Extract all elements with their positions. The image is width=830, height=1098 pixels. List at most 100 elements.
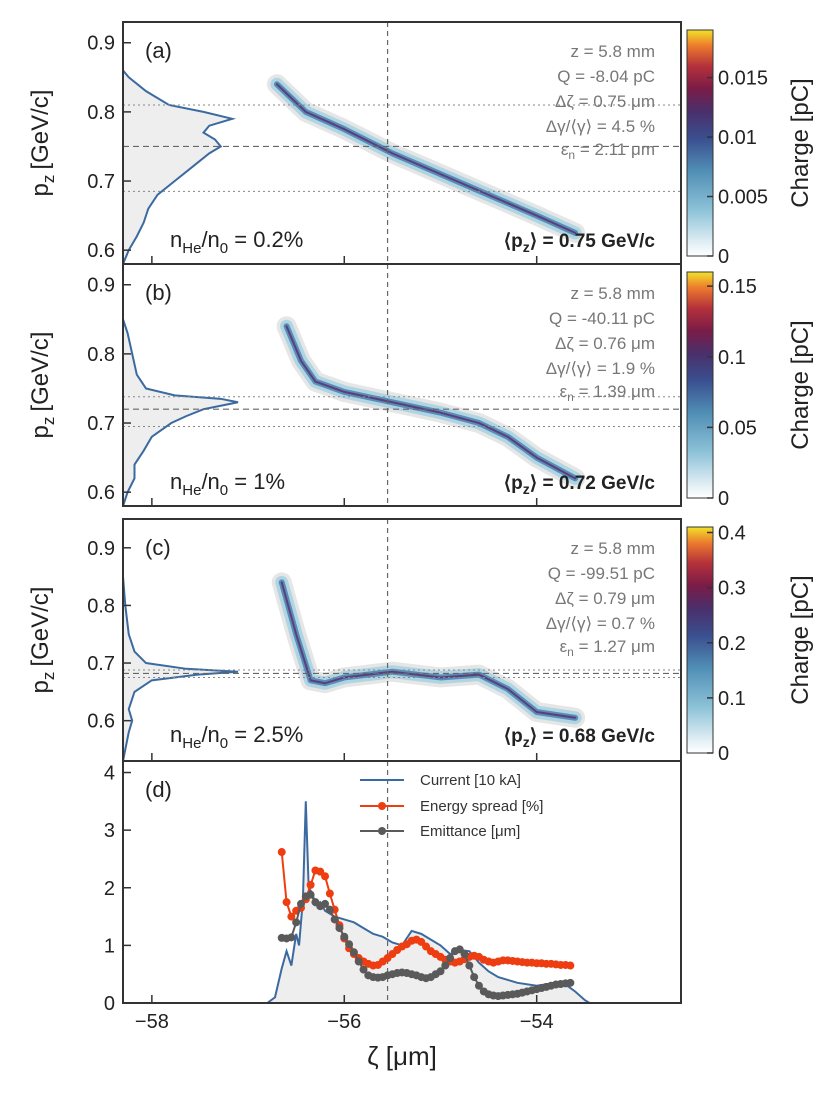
colorbar-gradient — [686, 271, 714, 499]
panel-d-frame — [122, 760, 682, 1004]
series-marker-2 — [340, 932, 349, 941]
y-tick-label: 2 — [104, 878, 115, 900]
series-marker-2 — [345, 940, 354, 949]
beam-peak — [275, 83, 577, 234]
panel-b-mean-label: ⟨pz⟩ = 0.72 GeV/c — [504, 473, 656, 497]
series-marker-2 — [349, 948, 358, 957]
beam-peak — [285, 325, 577, 480]
series-marker-1 — [325, 889, 334, 898]
series-marker-2 — [296, 899, 305, 908]
series-marker-2 — [474, 981, 483, 990]
panel-a-label: (a) — [145, 38, 172, 63]
panel-a: 0.6 0.7 0.8 0.9 (a) pz[GeV/c] z = 5.8 mm Q … — [27, 21, 814, 268]
series-marker-2 — [441, 961, 450, 970]
x-tick-label: −54 — [520, 1011, 554, 1033]
panel-d-plot: 0 1 2 3 4 −58 −56 −54 — [104, 761, 591, 1033]
series-marker-2 — [446, 954, 455, 963]
colorbar-tick-label: 0.005 — [718, 187, 768, 209]
colorbar-tick-label: 0.015 — [718, 68, 768, 90]
y-tick-label: 0.6 — [87, 711, 115, 733]
series-marker-2 — [460, 950, 469, 959]
panel-c-colorbar-label: Charge [pC] — [787, 575, 814, 704]
panel-c-mean-label: ⟨pz⟩ = 0.68 GeV/c — [504, 726, 656, 750]
series-marker-2 — [325, 905, 334, 914]
colorbar-tick-label: 0.15 — [718, 276, 757, 298]
panel-b-label: (b) — [145, 280, 172, 305]
colorbar-gradient — [686, 526, 714, 754]
panel-b-annot-emittance: εn = 1.39 μm — [560, 382, 655, 404]
panel-c-annotations: z = 5.8 mm Q = -99.51 pC Δζ = 0.79 μm Δγ… — [546, 539, 655, 659]
series-marker-1 — [321, 872, 330, 881]
y-tick-label: 0.9 — [87, 33, 115, 55]
panel-c-label: (c) — [145, 535, 171, 560]
colorbar-tick-label: 0.05 — [718, 417, 757, 439]
series-marker-2 — [287, 933, 296, 942]
series-marker-2 — [330, 915, 339, 924]
colorbar-tick-label: 0.1 — [718, 688, 746, 710]
series-marker-2 — [359, 965, 368, 974]
series-marker-2 — [321, 899, 330, 908]
panel-b-annot-dgamma: Δγ/⟨γ⟩ = 1.9 % — [546, 359, 655, 378]
y-tick-label: 4 — [104, 763, 115, 785]
panel-c: 0.6 0.7 0.8 0.9 (c) pz[GeV/c] z = 5.8 mm Q … — [27, 518, 814, 765]
beam-peak — [280, 581, 577, 719]
legend-emittance-label: Emittance [μm] — [420, 823, 520, 840]
legend-emittance-marker — [378, 827, 386, 835]
panel-c-annot-dgamma: Δγ/⟨γ⟩ = 0.7 % — [546, 614, 655, 633]
panel-b-colorbar-label: Charge [pC] — [787, 320, 814, 449]
series-line-0 — [266, 801, 591, 1004]
panel-d: 0 1 2 3 4 −58 −56 −54 (d) Current [10 kA] Energ… — [104, 760, 682, 1071]
panel-a-colorbar: 0 0.005 0.01 0.015 — [686, 29, 768, 268]
panel-c-colorbar: 0 0.1 0.2 0.3 0.4 — [686, 523, 746, 765]
x-axis-label: ζ [μm] — [367, 1041, 437, 1071]
y-tick-label: 0.9 — [87, 538, 115, 560]
series-marker-1 — [287, 912, 296, 921]
panel-a-annot-dzeta: Δζ = 0.75 μm — [555, 92, 655, 111]
colorbar-tick-label: 0 — [718, 743, 729, 765]
panel-b-frame — [122, 263, 682, 507]
panel-a-annot-z: z = 5.8 mm — [570, 42, 655, 61]
colorbar-tick-label: 0.2 — [718, 633, 746, 655]
panel-c-annot-z: z = 5.8 mm — [570, 539, 655, 558]
panel-b-ylabel: pz[GeV/c] — [27, 332, 58, 439]
series-marker-1 — [306, 880, 315, 889]
y-tick-label: 0 — [104, 993, 115, 1015]
y-tick-label: 0.8 — [87, 344, 115, 366]
series-marker-2 — [354, 957, 363, 966]
legend-energy-label: Energy spread [%] — [420, 798, 543, 815]
series-marker-1 — [566, 961, 575, 970]
y-tick-label: 0.6 — [87, 240, 115, 262]
series-marker-2 — [306, 890, 315, 899]
y-tick-label: 0.6 — [87, 482, 115, 504]
y-tick-label: 1 — [104, 935, 115, 957]
series-marker-2 — [436, 967, 445, 976]
series-marker-2 — [292, 918, 301, 927]
panel-a-ylabel: pz[GeV/c] — [27, 90, 58, 197]
panel-b-annot-z: z = 5.8 mm — [570, 284, 655, 303]
panel-c-annot-emittance: εn = 1.27 μm — [560, 637, 655, 659]
panel-b-plot: 0.6 0.7 0.8 0.9 — [87, 264, 681, 507]
x-tick-label: −56 — [327, 1011, 361, 1033]
legend-energy-marker — [378, 802, 386, 810]
y-tick-label: 0.7 — [87, 653, 115, 675]
colorbar-tick-label: 0.4 — [718, 523, 746, 545]
panel-a-annot-q: Q = -8.04 pC — [557, 67, 655, 86]
panel-a-annot-dgamma: Δγ/⟨γ⟩ = 4.5 % — [546, 117, 655, 136]
y-tick-label: 3 — [104, 820, 115, 842]
projection-fill — [123, 70, 233, 265]
colorbar-tick-label: 0.3 — [718, 578, 746, 600]
series-marker-2 — [566, 978, 575, 987]
panel-c-plot: 0.6 0.7 0.8 0.9 — [87, 519, 681, 762]
panel-c-density-label: nHe/n0 = 2.5% — [170, 722, 303, 752]
panel-d-legend: Current [10 kA] Energy spread [%] Emitta… — [360, 772, 543, 840]
panel-b-density-label: nHe/n0 = 1% — [170, 469, 285, 499]
panel-a-annot-emittance: εn = 2.11 μm — [561, 140, 655, 162]
colorbar-tick-label: 0 — [718, 488, 729, 510]
panel-c-annot-q: Q = -99.51 pC — [548, 564, 655, 583]
panel-a-colorbar-label: Charge [pC] — [787, 78, 814, 207]
colorbar-tick-label: 0.1 — [718, 347, 746, 369]
panel-b-annot-q: Q = -40.11 pC — [549, 309, 655, 328]
panel-b-annot-dzeta: Δζ = 0.76 μm — [555, 334, 655, 353]
y-tick-label: 0.8 — [87, 102, 115, 124]
panel-a-mean-label: ⟨pz⟩ = 0.75 GeV/c — [504, 231, 656, 255]
